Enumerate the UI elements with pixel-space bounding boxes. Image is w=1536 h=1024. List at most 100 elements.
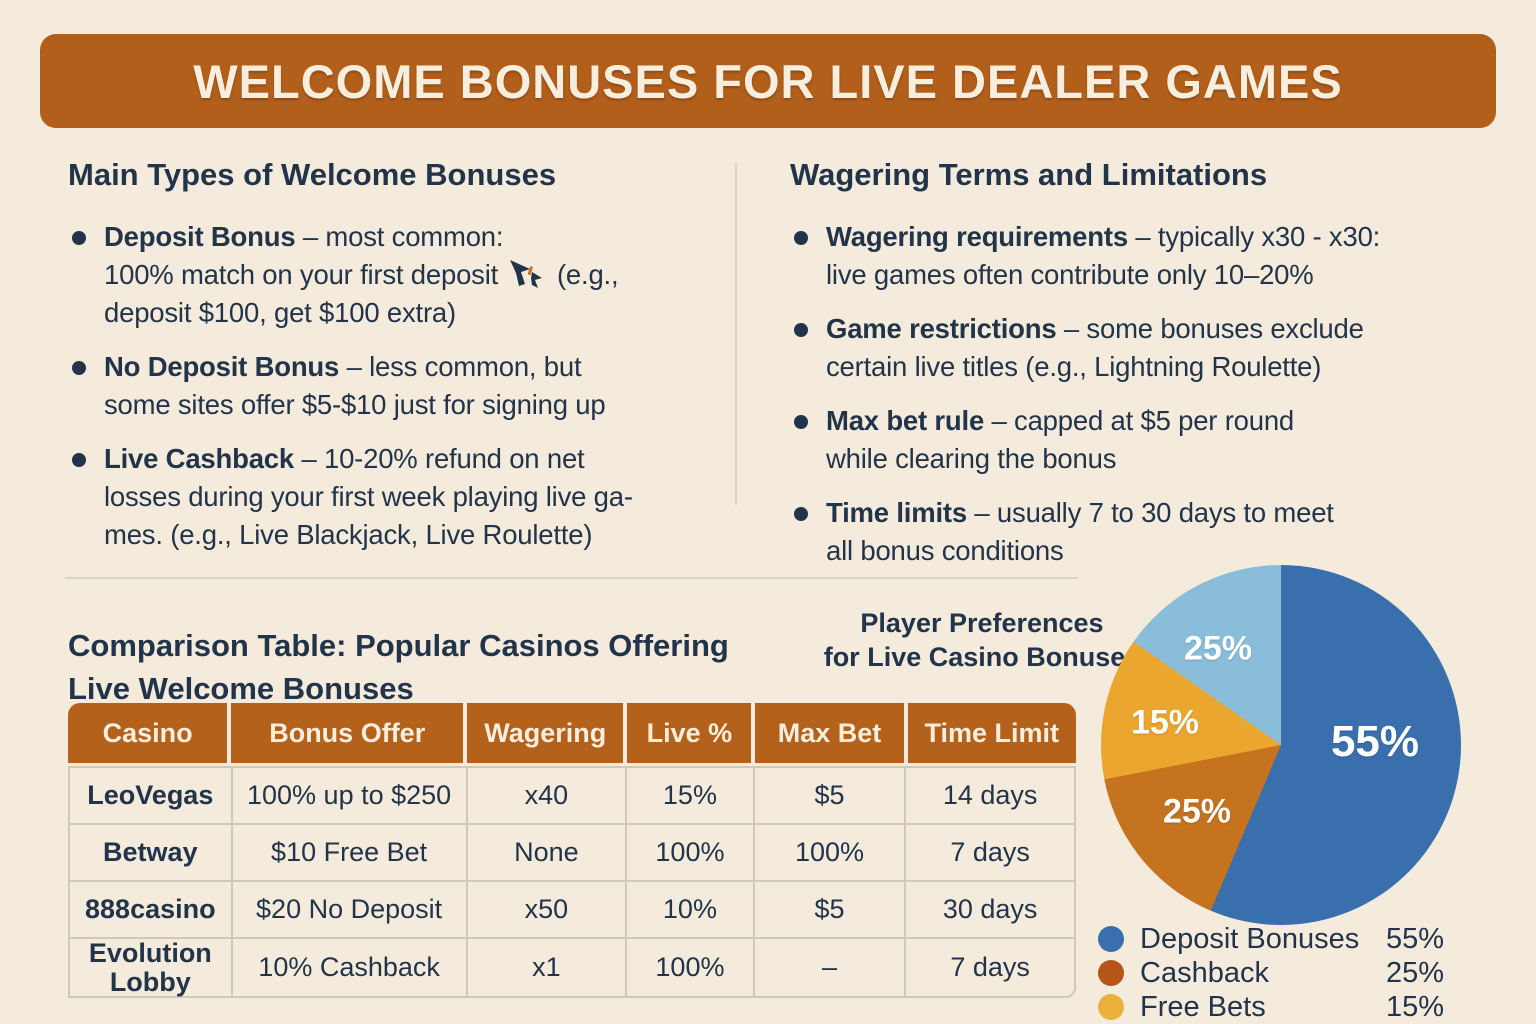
legend-dot-cashback-icon [1098, 960, 1124, 986]
pie-chart: 55% 25% 15% 25% [1101, 565, 1461, 925]
list-item-max-bet-rule: Max bet rule – capped at $5 per round wh… [790, 402, 1526, 478]
table-body: LeoVegas 100% up to $250 x40 15% $5 14 d… [68, 766, 1076, 998]
bullet-body: – less common, but some sites offer $5-$… [104, 351, 606, 420]
bullet-lead: Max bet rule [826, 405, 985, 436]
legend-value: 55% [1386, 922, 1445, 955]
bullet-lead: Live Cashback [104, 443, 294, 474]
bullet-text: No Deposit Bonus – less common, but some… [104, 348, 606, 424]
bullet-lead: Wagering requirements [826, 221, 1128, 252]
bullet-body: – most common: 100% match on your first … [104, 221, 504, 290]
section-main-types: Main Types of Welcome Bonuses Deposit Bo… [68, 156, 758, 570]
list-item-live-cashback: Live Cashback – 10-20% refund on net los… [68, 440, 758, 554]
bullet-body: – some bonuses exclude certain live titl… [826, 313, 1364, 382]
list-item-wagering-requirements: Wagering requirements – typically x30 - … [790, 218, 1526, 294]
table-cell-wagering: None [467, 825, 628, 882]
pie-slice-label-free-bets: 15% [1130, 703, 1200, 742]
cursor-icon [509, 260, 542, 288]
table-cell-bonus-offer: 10% Cashback [233, 939, 468, 996]
legend-label: Deposit Bonuses [1140, 922, 1360, 955]
column-header-wagering: Wagering [467, 703, 628, 763]
table-cell-casino: LeoVegas [70, 768, 233, 825]
table-cell-max-bet: $5 [754, 882, 907, 939]
table-header-row: Casino Bonus Offer Wagering Live % Max B… [68, 703, 1076, 763]
column-divider [735, 163, 737, 505]
column-header-max-bet: Max Bet [755, 703, 908, 763]
section-divider [65, 577, 1078, 579]
table-cell-wagering: x1 [468, 939, 628, 996]
table-cell-casino: 888casino [70, 882, 233, 939]
table-cell-time-limit: 7 days [950, 952, 1030, 982]
list-item-game-restrictions: Game restrictions – some bonuses exclude… [790, 310, 1526, 386]
table-cell-wagering: x50 [467, 882, 628, 939]
column-header-live-percent: Live % [627, 703, 756, 763]
table-cell-max-bet: $5 [754, 768, 907, 825]
pie-slice-label-light-blue: 25% [1183, 629, 1253, 668]
table-cell-live-percent: 100% [627, 825, 755, 882]
pie-legend: Deposit Bonuses 55% Cashback 25% Free Be… [1098, 922, 1466, 1024]
bullet-text: Time limits – usually 7 to 30 days to me… [826, 494, 1334, 570]
table-cell-live-percent: 15% [627, 768, 755, 825]
bullet-text: Deposit Bonus – most common: 100% match … [104, 218, 619, 332]
bullet-body: – usually 7 to 30 days to meet all bonus… [826, 497, 1334, 566]
legend-label: Free Bets [1140, 990, 1266, 1023]
main-types-list: Deposit Bonus – most common: 100% match … [68, 218, 758, 554]
bullet-icon [72, 231, 86, 245]
pie-slice-label-deposit: 55% [1330, 717, 1420, 766]
list-item-no-deposit-bonus: No Deposit Bonus – less common, but some… [68, 348, 758, 424]
legend-item-free-bets: Free Bets 15% [1098, 990, 1466, 1024]
bullet-lead: Deposit Bonus [104, 221, 296, 252]
column-header-casino: Casino [68, 703, 232, 763]
bullet-lead: Time limits [826, 497, 967, 528]
bullet-text: Game restrictions – some bonuses exclude… [826, 310, 1364, 386]
table-cell-time-limit: 7 days [906, 825, 1074, 882]
bullet-icon [72, 453, 86, 467]
legend-item-deposit-bonuses: Deposit Bonuses 55% [1098, 922, 1466, 956]
column-header-time-limit: Time Limit [907, 703, 1076, 763]
table-cell-time-limit: 30 days [906, 882, 1074, 939]
bullet-icon [72, 361, 86, 375]
table-cell-casino: Evolution Lobby [70, 938, 233, 996]
pie-chart-title: Player Preferences for Live Casino Bonus… [823, 608, 1141, 672]
list-item-time-limits: Time limits – usually 7 to 30 days to me… [790, 494, 1526, 570]
legend-label: Cashback [1140, 956, 1269, 989]
table-cell-max-bet: 100% [754, 825, 907, 882]
bullet-text: Max bet rule – capped at $5 per round wh… [826, 402, 1294, 478]
table-cell-bonus-offer: 100% up to $250 [232, 768, 468, 825]
table-cell-live-percent: 100% [627, 939, 755, 996]
bullet-lead: Game restrictions [826, 313, 1057, 344]
legend-value: 15% [1386, 990, 1445, 1023]
bullet-icon [794, 323, 808, 337]
bullet-body: – capped at $5 per round while clearing … [826, 405, 1295, 474]
bullet-body: – 10-20% refund on net losses during you… [104, 443, 633, 550]
bullet-body: (e.g., deposit $100, get $100 extra) [104, 259, 619, 328]
banner: WELCOME BONUSES FOR LIVE DEALER GAMES [40, 34, 1496, 128]
table-cell-live-percent: 10% [627, 882, 755, 939]
comparison-table: Casino Bonus Offer Wagering Live % Max B… [68, 703, 1076, 998]
table-cell-casino: Betway [70, 825, 233, 882]
bullet-body: – typically x30 - x30: live games often … [826, 221, 1381, 290]
comparison-table-heading: Comparison Table: Popular Casinos Offeri… [68, 627, 729, 706]
legend-dot-free-bets-icon [1098, 994, 1124, 1020]
bullet-text: Live Cashback – 10-20% refund on net los… [104, 440, 633, 554]
legend-dot-deposit-icon [1098, 926, 1124, 952]
table-cell-time-limit: 14 days [906, 768, 1074, 825]
bullet-icon [794, 415, 808, 429]
bullet-icon [794, 231, 808, 245]
table-cell-bonus-offer: $20 No Deposit [232, 882, 468, 939]
wagering-terms-list: Wagering requirements – typically x30 - … [790, 218, 1526, 570]
column-header-bonus-offer: Bonus Offer [231, 703, 468, 763]
table-cell-max-bet: – [755, 939, 907, 996]
section-wagering-terms: Wagering Terms and Limitations Wagering … [790, 156, 1526, 586]
bullet-lead: No Deposit Bonus [104, 351, 340, 382]
table-cell-wagering: x40 [467, 768, 628, 825]
main-types-heading: Main Types of Welcome Bonuses [68, 157, 557, 192]
page-title: WELCOME BONUSES FOR LIVE DEALER GAMES [193, 54, 1343, 108]
list-item-deposit-bonus: Deposit Bonus – most common: 100% match … [68, 218, 758, 332]
bullet-text: Wagering requirements – typically x30 - … [826, 218, 1380, 294]
pie-slice-label-cashback: 25% [1162, 792, 1232, 831]
legend-value: 25% [1386, 956, 1445, 989]
legend-item-cashback: Cashback 25% [1098, 956, 1466, 990]
wagering-terms-heading: Wagering Terms and Limitations [790, 157, 1268, 192]
table-cell-bonus-offer: $10 Free Bet [232, 825, 468, 882]
